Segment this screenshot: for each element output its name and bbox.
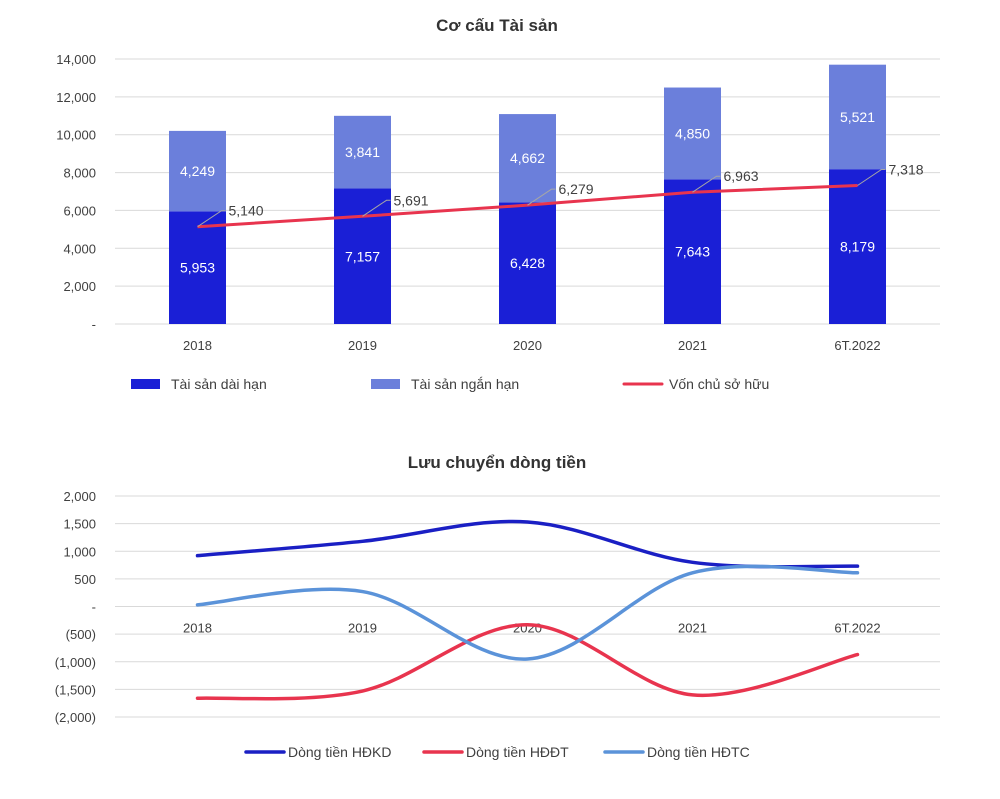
data-label: 5,691: [394, 192, 429, 208]
y-tick-label: 12,000: [56, 90, 96, 105]
leader-line: [527, 188, 556, 206]
y-tick-label: (1,500): [55, 682, 96, 697]
x-tick-label: 6T.2022: [834, 338, 880, 353]
y-tick-label: 8,000: [63, 166, 96, 181]
bar-short-term-assets: [664, 87, 721, 180]
legend-swatch: [131, 379, 160, 389]
data-label: 5,953: [180, 260, 215, 276]
data-label: 6,963: [724, 168, 759, 184]
x-tick-label: 6T.2022: [834, 621, 880, 636]
y-tick-label: 2,000: [63, 489, 96, 504]
bar-short-term-assets: [829, 64, 886, 170]
y-tick-label: 4,000: [63, 241, 96, 256]
leader-line: [857, 168, 886, 186]
x-tick-label: 2020: [513, 338, 542, 353]
y-tick-label: (2,000): [55, 710, 96, 725]
y-tick-label: 10,000: [56, 128, 96, 143]
legend-label: Dòng tiền HĐKD: [288, 744, 392, 760]
data-label: 7,157: [345, 248, 380, 264]
y-tick-label: 500: [74, 572, 96, 587]
bar-long-term-assets: [829, 169, 886, 324]
chart-title: Lưu chuyển dòng tiền: [408, 453, 587, 472]
legend-label: Tài sản ngắn hạn: [411, 376, 519, 392]
data-label: 6,279: [559, 181, 594, 197]
x-tick-label: 2019: [348, 621, 377, 636]
bar-short-term-assets: [334, 115, 391, 189]
data-label: 4,662: [510, 150, 545, 166]
data-label: 4,249: [180, 163, 215, 179]
data-label: 5,140: [229, 203, 264, 219]
legend-label: Vốn chủ sở hữu: [669, 376, 769, 392]
y-tick-label: 1,000: [63, 544, 96, 559]
data-label: 3,841: [345, 144, 380, 160]
series-line-financing: [195, 564, 860, 661]
x-tick-label: 2019: [348, 338, 377, 353]
legend-label: Tài sản dài hạn: [171, 376, 267, 392]
x-tick-label: 2020: [513, 621, 542, 636]
bar-long-term-assets: [499, 202, 556, 324]
y-tick-label: 1,500: [63, 517, 96, 532]
y-tick-label: 6,000: [63, 203, 96, 218]
y-tick-label: (500): [66, 627, 96, 642]
data-label: 8,179: [840, 239, 875, 255]
legend-label: Dòng tiền HĐĐT: [466, 744, 569, 760]
leader-line: [692, 175, 721, 193]
data-label: 4,850: [675, 125, 710, 141]
x-tick-label: 2018: [183, 621, 212, 636]
x-tick-label: 2021: [678, 621, 707, 636]
x-tick-label: 2021: [678, 338, 707, 353]
y-tick-label: 2,000: [63, 279, 96, 294]
legend-label: Dòng tiền HĐTC: [647, 744, 750, 760]
leader-line: [197, 210, 226, 228]
series-line-operating: [195, 519, 860, 569]
y-tick-label: -: [92, 317, 96, 332]
y-tick-label: (1,000): [55, 655, 96, 670]
asset-structure-chart: Cơ cấu Tài sản - 2,000 4,000 6,000 8,000 10,0…: [56, 16, 940, 392]
y-tick-label: 14,000: [56, 52, 96, 67]
bar-long-term-assets: [169, 211, 226, 324]
data-label: 6,428: [510, 255, 545, 271]
cash-flow-chart: Lưu chuyển dòng tiền (2,000) (1,500) (1,00…: [55, 453, 940, 760]
bar-short-term-assets: [499, 114, 556, 203]
data-label: 5,521: [840, 109, 875, 125]
y-tick-label: -: [92, 600, 96, 615]
data-label: 7,318: [889, 161, 924, 177]
series-line-investing: [195, 622, 860, 701]
bar-long-term-assets: [334, 188, 391, 324]
data-label: 7,643: [675, 244, 710, 260]
legend-swatch: [371, 379, 400, 389]
leader-line: [362, 199, 391, 217]
bar-long-term-assets: [664, 179, 721, 324]
chart-title: Cơ cấu Tài sản: [436, 16, 558, 35]
x-tick-label: 2018: [183, 338, 212, 353]
bar-short-term-assets: [169, 130, 226, 212]
